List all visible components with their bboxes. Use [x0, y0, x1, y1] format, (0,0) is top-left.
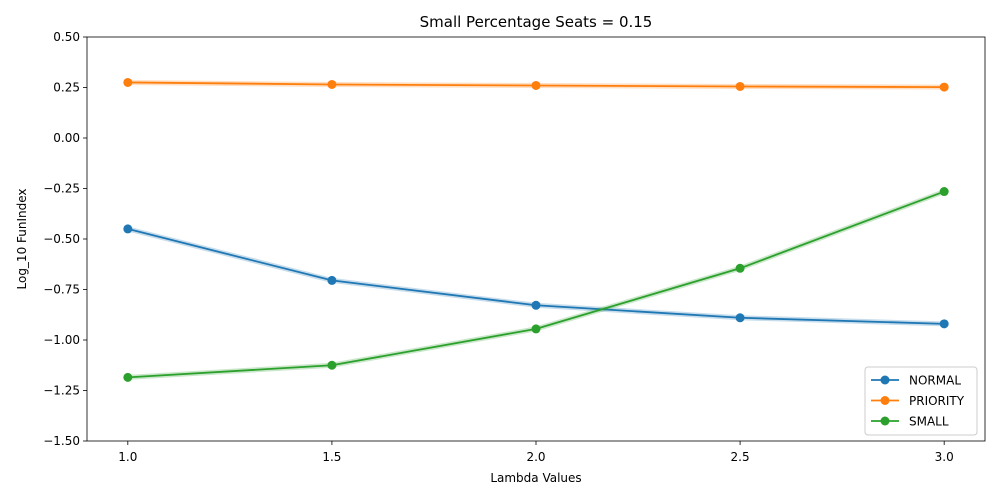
y-tick-label: 0.00 — [53, 131, 80, 145]
y-tick-label: 0.50 — [53, 30, 80, 44]
legend-label-normal: NORMAL — [909, 374, 961, 388]
x-tick-label: 3.0 — [935, 450, 954, 464]
y-tick-label: −1.25 — [43, 384, 80, 398]
data-point-small — [531, 324, 541, 334]
x-axis: 1.0 1.5 2.0 2.5 3.0 — [118, 441, 954, 464]
y-axis-label: Log_10 FunIndex — [15, 188, 29, 289]
data-point-priority — [531, 80, 541, 90]
chart-title: Small Percentage Seats = 0.15 — [420, 13, 653, 31]
data-point-priority — [939, 82, 949, 92]
data-point-normal — [327, 275, 337, 285]
x-axis-label: Lambda Values — [490, 471, 581, 485]
x-tick-label: 1.0 — [118, 450, 137, 464]
legend-marker-small — [880, 416, 890, 426]
legend-marker-priority — [880, 396, 890, 405]
plot-area — [87, 37, 985, 441]
x-tick-label: 2.5 — [731, 450, 750, 464]
data-point-small — [123, 372, 133, 382]
data-point-normal — [735, 313, 745, 323]
data-point-normal — [939, 319, 949, 329]
series-layer — [123, 77, 949, 382]
y-tick-label: 0.25 — [53, 81, 80, 95]
legend-label-small: SMALL — [909, 415, 949, 429]
y-tick-label: −0.25 — [43, 182, 80, 196]
legend: NORMAL PRIORITY SMALL — [864, 366, 978, 436]
data-point-small — [327, 360, 337, 370]
y-tick-label: −1.00 — [43, 333, 80, 347]
x-tick-label: 1.5 — [322, 450, 341, 464]
data-point-priority — [123, 77, 133, 87]
data-point-normal — [531, 300, 541, 310]
x-tick-label: 2.0 — [526, 450, 545, 464]
data-point-small — [735, 263, 745, 273]
y-tick-label: −0.50 — [43, 232, 80, 246]
data-point-normal — [123, 224, 133, 234]
y-axis: −1.50 −1.25 −1.00 −0.75 −0.50 −0.25 0.00 0.25 0.… — [43, 30, 87, 448]
legend-label-priority: PRIORITY — [909, 394, 965, 408]
y-tick-label: −1.50 — [43, 434, 80, 448]
data-point-priority — [735, 81, 745, 91]
legend-box — [864, 366, 978, 436]
data-point-small — [939, 187, 949, 197]
y-tick-label: −0.75 — [43, 283, 80, 297]
legend-marker-normal — [880, 375, 890, 385]
data-point-priority — [327, 79, 337, 89]
